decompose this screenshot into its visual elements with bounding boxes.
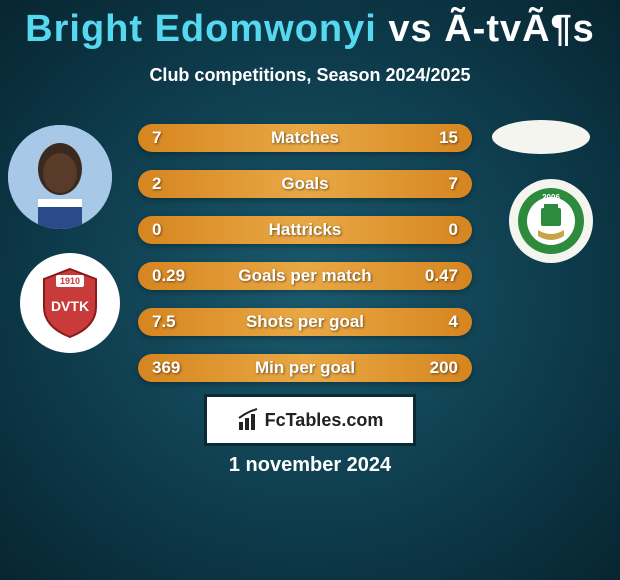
stat-row-matches: 7 Matches 15 [138, 124, 472, 152]
brand-text: FcTables.com [265, 410, 384, 431]
chart-icon [237, 408, 261, 432]
stat-right-value: 4 [449, 312, 458, 332]
stat-row-shots-per-goal: 7.5 Shots per goal 4 [138, 308, 472, 336]
club1-badge: 1910 DVTK [20, 253, 120, 353]
stat-row-hattricks: 0 Hattricks 0 [138, 216, 472, 244]
stat-left-value: 369 [152, 358, 180, 378]
player2-avatar [492, 120, 590, 154]
stat-right-value: 7 [449, 174, 458, 194]
club2-badge: 2006 [509, 179, 593, 263]
stat-label: Min per goal [255, 358, 355, 378]
comparison-title: Bright Edomwonyi vs Ã-tvÃ¶s [0, 0, 620, 51]
player1-name: Bright Edomwonyi [25, 8, 377, 50]
stat-left-value: 2 [152, 174, 161, 194]
stat-left-value: 7 [152, 128, 161, 148]
stat-right-value: 0.47 [425, 266, 458, 286]
stat-label: Goals per match [238, 266, 371, 286]
stat-left-value: 0 [152, 220, 161, 240]
svg-text:DVTK: DVTK [51, 298, 89, 314]
vs-text: vs [388, 8, 432, 50]
stat-label: Matches [271, 128, 339, 148]
player1-avatar [8, 125, 112, 229]
stat-right-value: 0 [449, 220, 458, 240]
date-text: 1 november 2024 [229, 454, 391, 477]
stat-label: Goals [281, 174, 328, 194]
svg-text:2006: 2006 [542, 193, 560, 202]
stat-right-value: 200 [430, 358, 458, 378]
stat-label: Shots per goal [246, 312, 364, 332]
stat-right-value: 15 [439, 128, 458, 148]
brand-logo: FcTables.com [237, 408, 384, 432]
stat-row-goals: 2 Goals 7 [138, 170, 472, 198]
stat-left-value: 0.29 [152, 266, 185, 286]
svg-text:1910: 1910 [60, 276, 80, 286]
brand-box: FcTables.com [204, 394, 416, 446]
stat-row-min-per-goal: 369 Min per goal 200 [138, 354, 472, 382]
stat-label: Hattricks [269, 220, 342, 240]
subtitle: Club competitions, Season 2024/2025 [0, 65, 620, 86]
stats-container: 7 Matches 15 2 Goals 7 0 Hattricks 0 0.2… [138, 124, 472, 400]
stat-row-goals-per-match: 0.29 Goals per match 0.47 [138, 262, 472, 290]
stat-left-value: 7.5 [152, 312, 176, 332]
player2-name: Ã-tvÃ¶s [444, 8, 595, 50]
